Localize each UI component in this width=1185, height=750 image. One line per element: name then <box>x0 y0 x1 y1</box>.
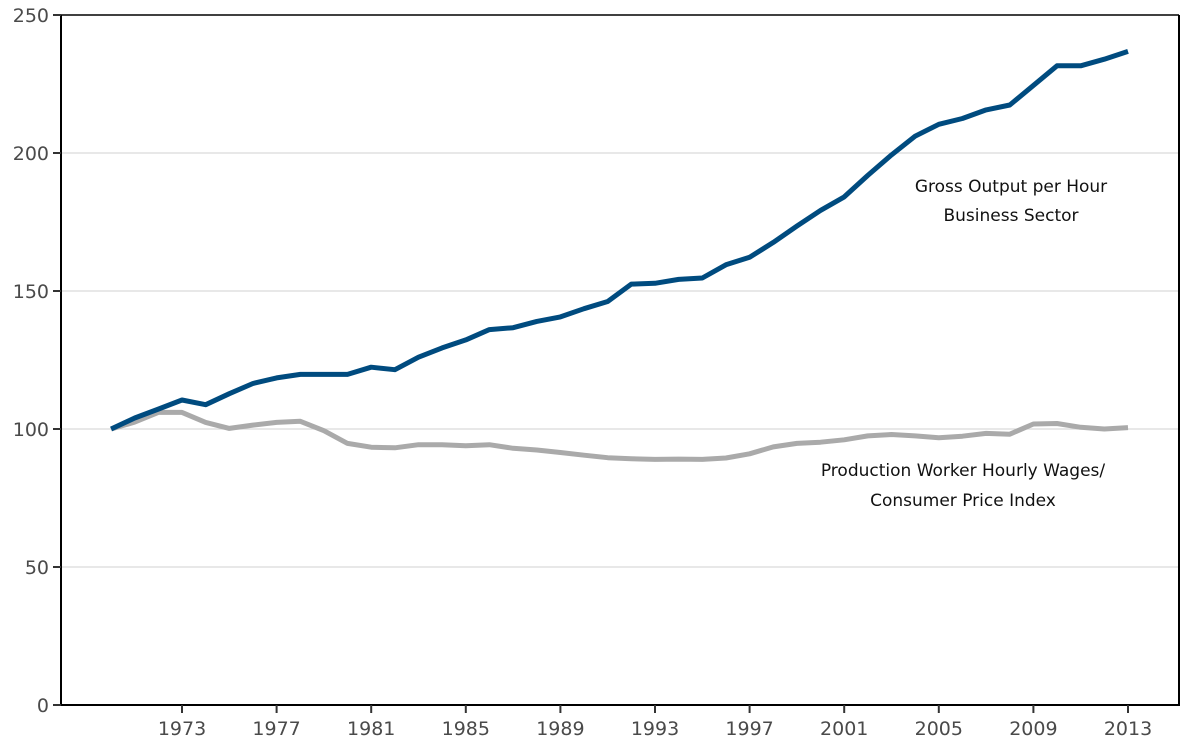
axes: 0 50 100 150 200 250 1973 1977 1981 1985 1989 1993 1… <box>13 5 1180 740</box>
series-lines <box>110 49 1129 462</box>
x-tick-label: 2001 <box>820 718 868 740</box>
y-tick-label: 100 <box>13 419 49 441</box>
annotation-wages-line2: Consumer Price Index <box>870 491 1056 511</box>
y-tick-label: 250 <box>13 5 49 27</box>
annotation-gross-output-line2: Business Sector <box>943 206 1078 226</box>
series-line-0 <box>110 49 1129 432</box>
y-tick-label: 50 <box>25 557 49 579</box>
x-tick-label: 1981 <box>347 718 395 740</box>
series-line-1 <box>110 409 1129 462</box>
x-tick-label: 2013 <box>1104 718 1152 740</box>
y-tick-label: 200 <box>13 143 49 165</box>
x-tick-label: 2009 <box>1009 718 1057 740</box>
annotation-wages-line1: Production Worker Hourly Wages/ <box>821 461 1106 481</box>
x-tick-label: 1993 <box>631 718 679 740</box>
annotation-gross-output-line1: Gross Output per Hour <box>915 177 1107 197</box>
x-tick-label: 1973 <box>158 718 206 740</box>
x-tick-label: 1977 <box>252 718 300 740</box>
y-tick-label: 0 <box>37 695 49 717</box>
x-tick-label: 1997 <box>725 718 773 740</box>
x-tick-label: 1985 <box>442 718 490 740</box>
y-tick-label: 150 <box>13 281 49 303</box>
x-tick-label: 2005 <box>915 718 963 740</box>
series-annotations: Gross Output per Hour Business Sector Pr… <box>821 177 1107 511</box>
x-tick-label: 1989 <box>536 718 584 740</box>
